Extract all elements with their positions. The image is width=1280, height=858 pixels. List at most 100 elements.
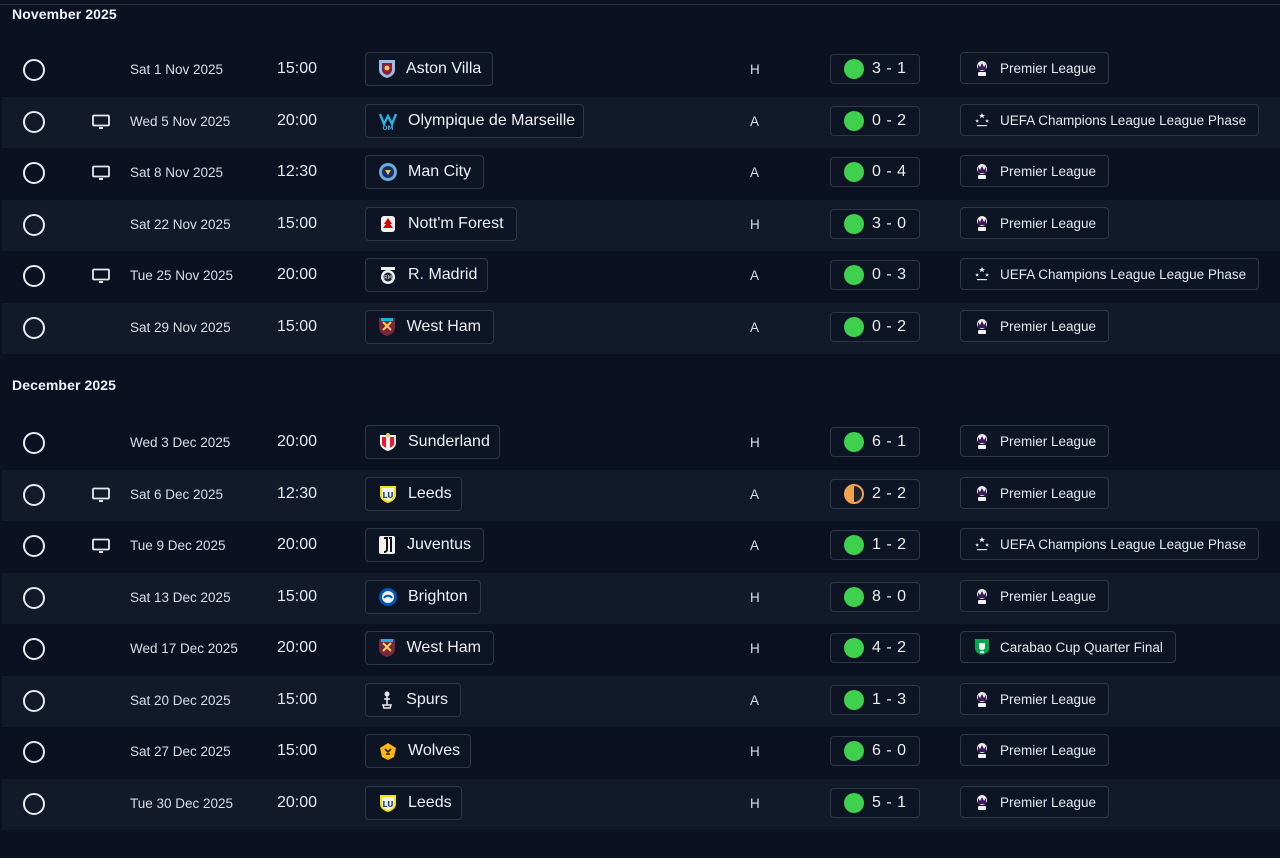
fixture-date: Sat 29 Nov 2025 <box>130 320 231 335</box>
premier-league-icon <box>972 689 992 709</box>
premier-league-icon <box>972 483 992 503</box>
fixture-time: 20:00 <box>277 536 318 553</box>
competition-button[interactable]: Premier League <box>960 734 1110 766</box>
competition-button[interactable]: UEFA Champions League League Phase <box>960 258 1260 290</box>
competition-button[interactable]: Premier League <box>960 477 1110 509</box>
match-result-button[interactable]: 0 - 2 <box>830 312 920 342</box>
fixture-row[interactable]: Sat 8 Nov 2025 12:30 Man City A 0 - 4 Premier… <box>2 148 1280 199</box>
tv-icon <box>92 114 110 130</box>
fixture-select-radio[interactable] <box>23 484 45 506</box>
fixture-row[interactable]: Tue 25 Nov 2025 20:00 RM R. Madrid A 0 - 3 UEF… <box>2 251 1280 302</box>
match-result-button[interactable]: 6 - 0 <box>830 736 920 766</box>
competition-button[interactable]: Premier League <box>960 580 1110 612</box>
fixture-select-radio[interactable] <box>23 265 45 287</box>
competition-button[interactable]: Premier League <box>960 207 1110 239</box>
match-result-button[interactable]: 5 - 1 <box>830 788 920 818</box>
fixture-row[interactable]: Sat 1 Nov 2025 15:00 Aston Villa H 3 - 1 Prem… <box>2 45 1280 96</box>
opponent-team-button[interactable]: OM Olympique de Marseille <box>365 104 584 138</box>
fixture-row[interactable]: Sat 20 Dec 2025 15:00 Spurs A 1 - 3 Premier L… <box>2 676 1280 727</box>
month-heading: December 2025 <box>12 377 117 393</box>
fixture-time: 15:00 <box>277 691 318 708</box>
fixture-select-radio[interactable] <box>23 587 45 609</box>
fixture-select-radio[interactable] <box>23 317 45 339</box>
competition-button[interactable]: Premier League <box>960 52 1110 84</box>
fixture-select-radio[interactable] <box>23 432 45 454</box>
fixture-row[interactable]: Sat 29 Nov 2025 15:00 West Ham A 0 - 2 Premie… <box>2 303 1280 354</box>
match-result-button[interactable]: 0 - 2 <box>830 106 920 136</box>
svg-text:RM: RM <box>384 275 392 281</box>
fixture-date: Sat 20 Dec 2025 <box>130 693 231 708</box>
competition-name: Premier League <box>1000 794 1097 810</box>
fixture-time: 12:30 <box>277 163 318 180</box>
match-result-button[interactable]: 3 - 0 <box>830 209 920 239</box>
fixture-time: 20:00 <box>277 112 318 129</box>
fixture-select-radio[interactable] <box>23 690 45 712</box>
fixture-select-radio[interactable] <box>23 535 45 557</box>
carabao-cup-icon <box>972 637 992 657</box>
fixture-select-radio[interactable] <box>23 793 45 815</box>
svg-text:LU: LU <box>382 800 393 809</box>
fixture-row[interactable]: Sat 6 Dec 2025 12:30 LU Leeds A 2 - 2 Premier … <box>2 470 1280 521</box>
fixture-select-radio[interactable] <box>23 638 45 660</box>
win-result-icon <box>844 265 864 285</box>
fixture-row[interactable]: Tue 30 Dec 2025 20:00 LU Leeds H 5 - 1 Premier… <box>2 779 1280 830</box>
match-score: 0 - 4 <box>872 163 907 180</box>
win-result-icon <box>844 111 864 131</box>
opponent-team-button[interactable]: LU Leeds <box>365 786 462 820</box>
opponent-team-button[interactable]: Brighton <box>365 580 481 614</box>
match-result-button[interactable]: 1 - 2 <box>830 530 920 560</box>
competition-button[interactable]: UEFA Champions League League Phase <box>960 528 1260 560</box>
match-result-button[interactable]: 0 - 3 <box>830 260 920 290</box>
opponent-team-name: West Ham <box>406 639 481 656</box>
competition-button[interactable]: Premier League <box>960 425 1110 457</box>
fixture-select-radio[interactable] <box>23 59 45 81</box>
fixture-select-radio[interactable] <box>23 741 45 763</box>
match-result-button[interactable]: 3 - 1 <box>830 54 920 84</box>
venue-indicator: A <box>750 538 760 553</box>
fixture-row[interactable]: Wed 3 Dec 2025 20:00 Sunderland H 6 - 1 Premi… <box>2 418 1280 469</box>
fixture-row[interactable]: Wed 5 Nov 2025 20:00 OM Olympique de Marsei… <box>2 97 1280 148</box>
match-result-button[interactable]: 4 - 2 <box>830 633 920 663</box>
fixture-date: Sat 27 Dec 2025 <box>130 744 231 759</box>
fixture-row[interactable]: Sat 27 Dec 2025 15:00 Wolves H 6 - 0 Premier … <box>2 727 1280 778</box>
match-result-button[interactable]: 2 - 2 <box>830 479 920 509</box>
match-score: 0 - 2 <box>872 318 907 335</box>
opponent-team-button[interactable]: Juventus <box>365 528 484 562</box>
competition-button[interactable]: Premier League <box>960 786 1110 818</box>
fixture-row[interactable]: Sat 13 Dec 2025 15:00 Brighton H 8 - 0 Premie… <box>2 573 1280 624</box>
win-result-icon <box>844 59 864 79</box>
opponent-team-button[interactable]: Man City <box>365 155 484 189</box>
opponent-team-button[interactable]: Nott'm Forest <box>365 207 517 241</box>
opponent-team-button[interactable]: Aston Villa <box>365 52 493 86</box>
match-score: 5 - 1 <box>872 794 907 811</box>
fixture-date: Tue 9 Dec 2025 <box>130 538 226 553</box>
premier-league-icon <box>972 586 992 606</box>
match-result-button[interactable]: 6 - 1 <box>830 427 920 457</box>
opponent-team-button[interactable]: Wolves <box>365 734 471 768</box>
competition-name: UEFA Champions League League Phase <box>1000 266 1247 282</box>
fixture-select-radio[interactable] <box>23 162 45 184</box>
fixture-row[interactable]: Wed 17 Dec 2025 20:00 West Ham H 4 - 2 Caraba… <box>2 624 1280 675</box>
competition-name: Premier League <box>1000 588 1097 604</box>
opponent-team-button[interactable]: LU Leeds <box>365 477 462 511</box>
win-result-icon <box>844 162 864 182</box>
fixture-row[interactable]: Tue 9 Dec 2025 20:00 Juventus A 1 - 2 UEFA Ch… <box>2 521 1280 572</box>
competition-name: Premier League <box>1000 60 1097 76</box>
competition-button[interactable]: Premier League <box>960 683 1110 715</box>
opponent-team-button[interactable]: West Ham <box>365 631 494 665</box>
competition-button[interactable]: Premier League <box>960 155 1110 187</box>
opponent-team-button[interactable]: West Ham <box>365 310 494 344</box>
match-result-button[interactable]: 0 - 4 <box>830 157 920 187</box>
competition-button[interactable]: Premier League <box>960 310 1110 342</box>
fixture-row[interactable]: Sat 22 Nov 2025 15:00 Nott'm Forest H 3 - 0 P… <box>2 200 1280 251</box>
opponent-team-button[interactable]: Sunderland <box>365 425 500 459</box>
fixture-select-radio[interactable] <box>23 214 45 236</box>
fixture-date: Wed 5 Nov 2025 <box>130 114 231 129</box>
competition-button[interactable]: Carabao Cup Quarter Final <box>960 631 1176 663</box>
opponent-team-button[interactable]: RM R. Madrid <box>365 258 488 292</box>
fixture-select-radio[interactable] <box>23 111 45 133</box>
competition-button[interactable]: UEFA Champions League League Phase <box>960 104 1260 136</box>
opponent-team-button[interactable]: Spurs <box>365 683 461 717</box>
match-result-button[interactable]: 1 - 3 <box>830 685 920 715</box>
match-result-button[interactable]: 8 - 0 <box>830 582 920 612</box>
